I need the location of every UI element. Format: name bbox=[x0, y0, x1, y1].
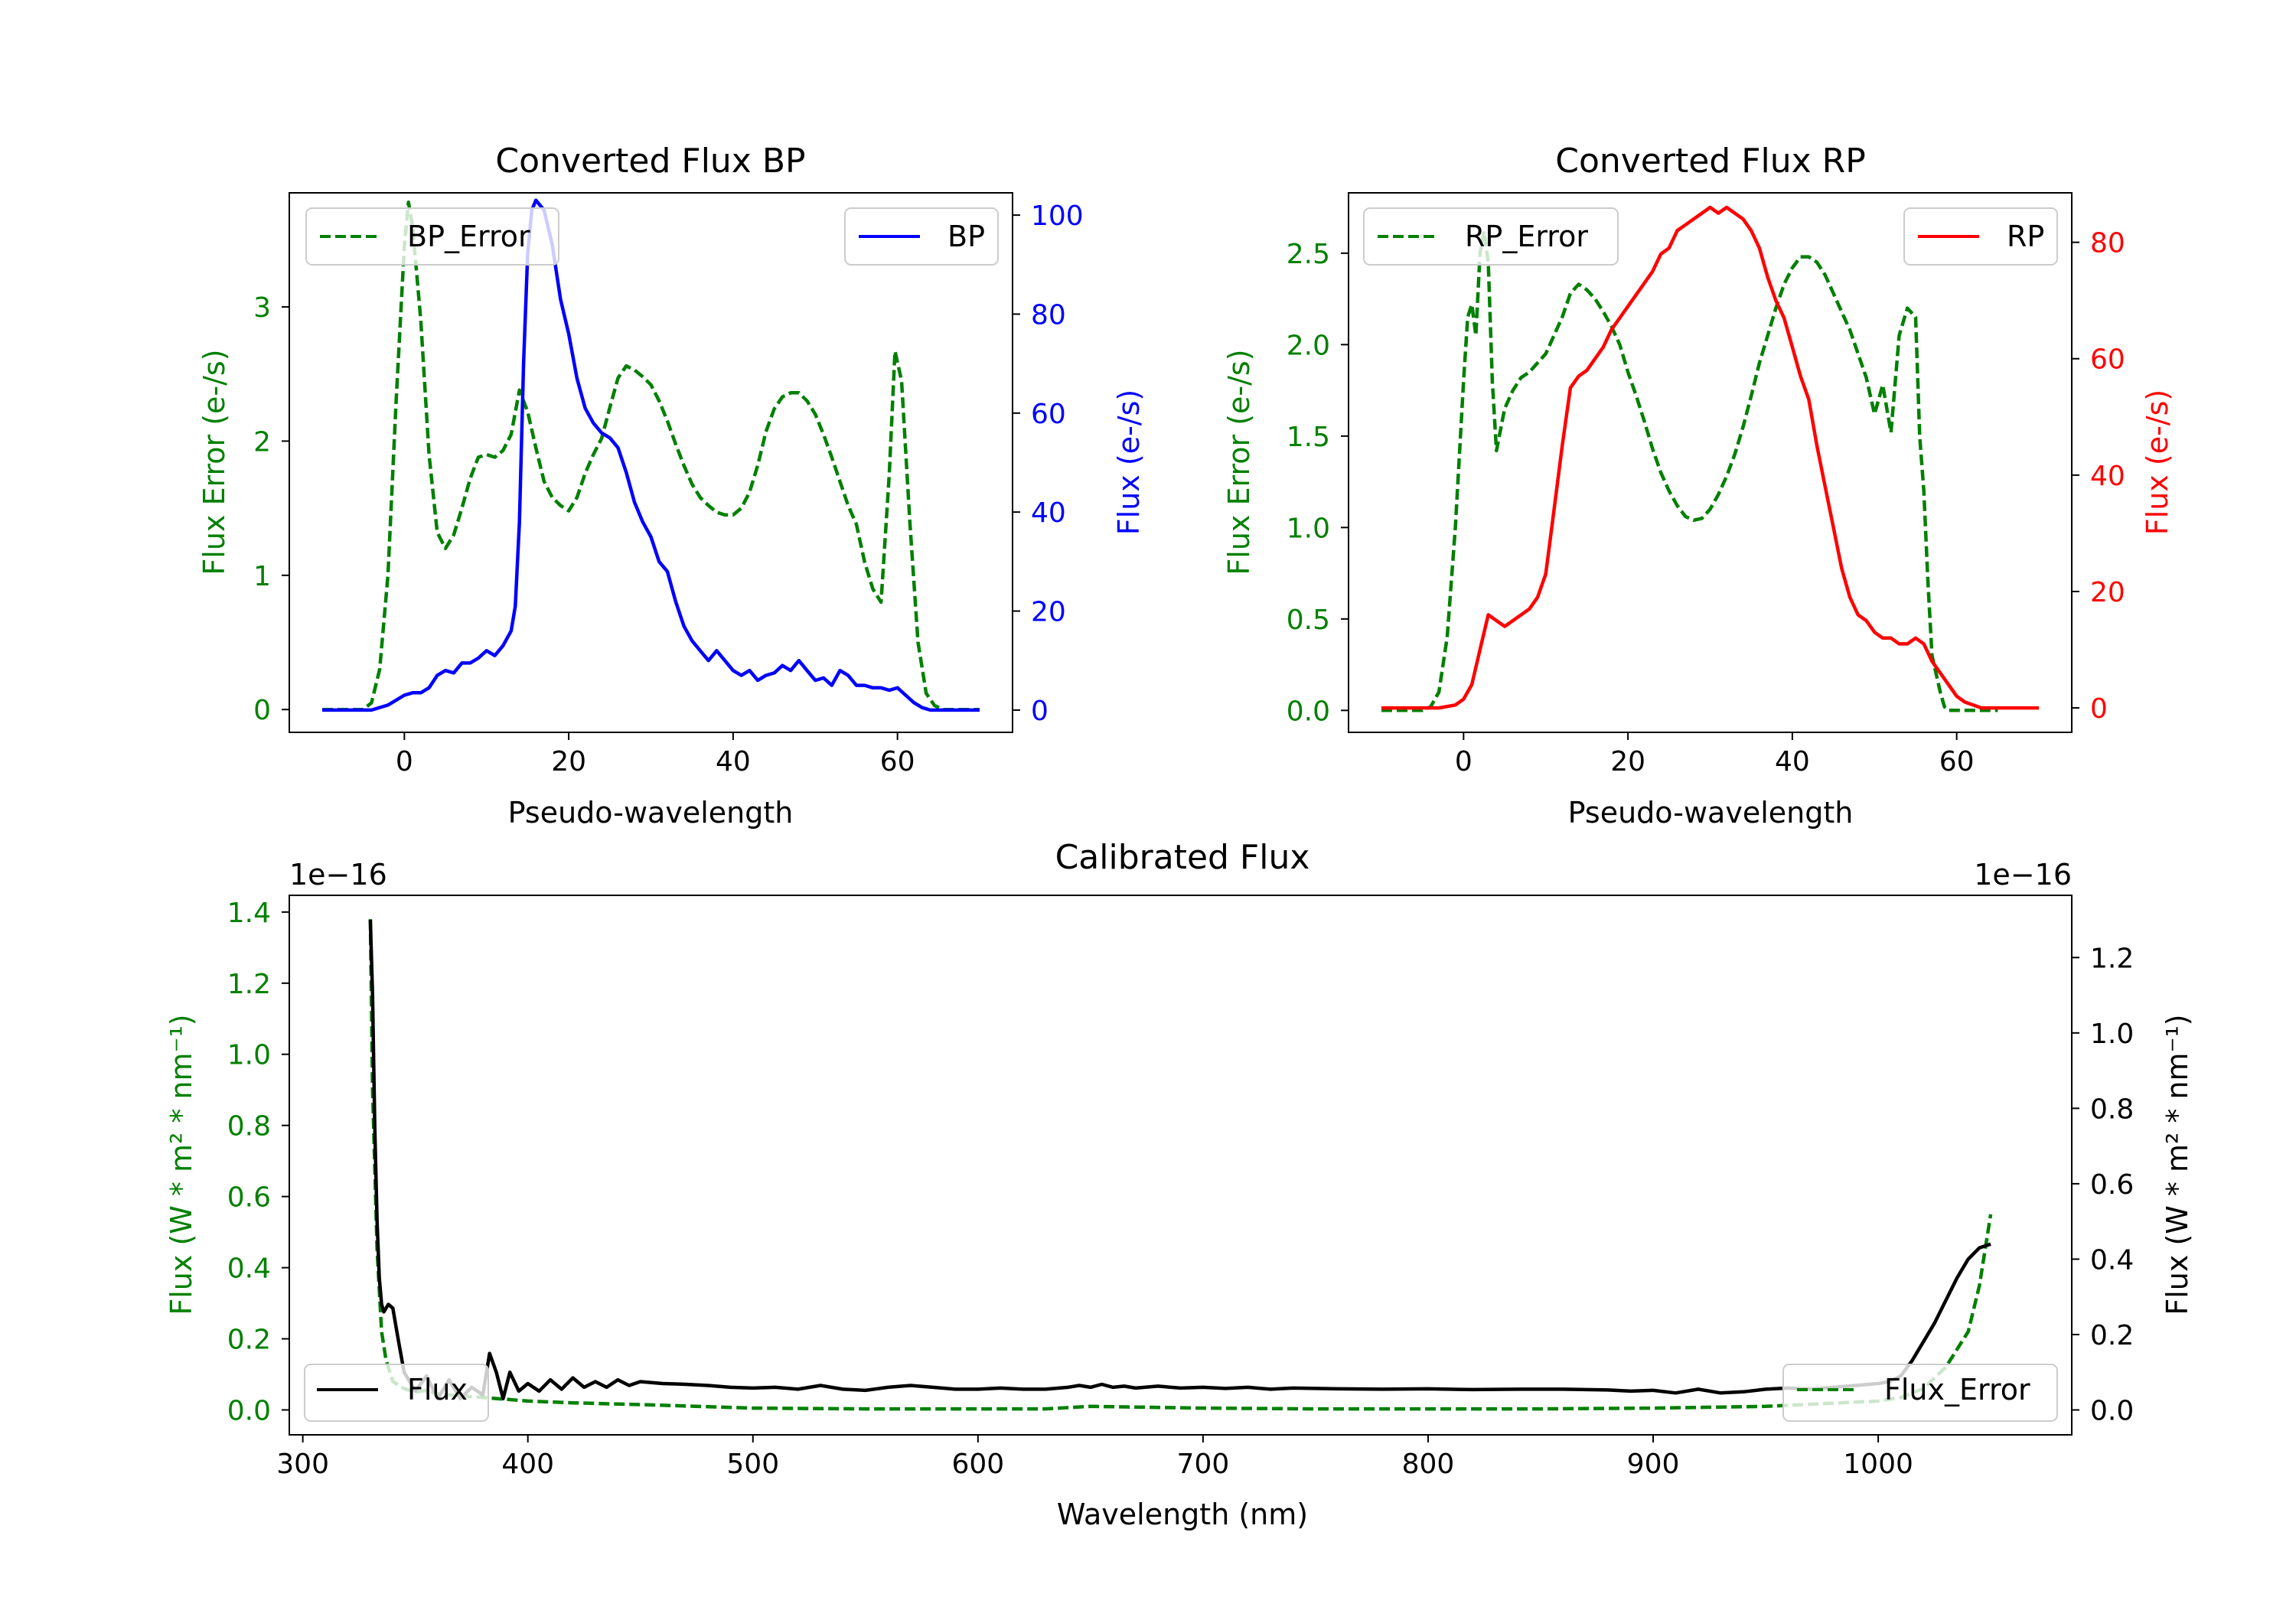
y-right-tick-label: 0 bbox=[1031, 696, 1049, 727]
y-left-tick-label: 1.5 bbox=[1287, 422, 1330, 453]
y-right-tick-label: 20 bbox=[2090, 577, 2125, 608]
chart-calibrated-legend-left: Flux bbox=[304, 1364, 489, 1422]
chart-rp-legend-right: RP bbox=[1903, 207, 2058, 266]
y-right-tick-label: 1.2 bbox=[2090, 943, 2134, 974]
x-tick-label: 20 bbox=[551, 746, 586, 777]
y-left-tick-label: 0 bbox=[253, 695, 271, 726]
y-right-tick-label: 40 bbox=[1031, 497, 1066, 529]
chart-calibrated-xlabel: Wavelength (nm) bbox=[1057, 1498, 1308, 1531]
y-right-tick-label: 0 bbox=[2090, 693, 2108, 725]
chart-rp-xlabel: Pseudo-wavelength bbox=[1568, 796, 1854, 830]
x-tick-label: 500 bbox=[726, 1449, 779, 1480]
legend-box bbox=[844, 207, 999, 266]
chart-rp-ylabel-left: Flux Error (e-/s) bbox=[1222, 349, 1256, 575]
chart-calibrated-ylabel-left: Flux (W * m² * nm⁻¹) bbox=[165, 1014, 198, 1315]
series-line-bp bbox=[322, 198, 980, 712]
y-right-tick-label: 80 bbox=[1031, 299, 1066, 331]
x-tick-label: 1000 bbox=[1843, 1449, 1913, 1480]
chart-rp: Converted Flux RP 0 20 40 60 0.0 0.5 1.0 1.5 2.0… bbox=[1222, 142, 2174, 830]
series-line-bp-error bbox=[322, 200, 980, 712]
legend-label-bp-error: BP_Error bbox=[407, 220, 530, 253]
series-group bbox=[1381, 205, 2039, 712]
legend-label-rp: RP bbox=[2007, 220, 2044, 253]
y-left-tick-label: 1.0 bbox=[1287, 513, 1330, 544]
chart-rp-frame bbox=[1348, 192, 2073, 733]
x-tick-label: 600 bbox=[951, 1449, 1004, 1480]
x-tick-label: 60 bbox=[1939, 746, 1975, 777]
legend-box bbox=[1782, 1364, 2058, 1422]
y-left-tick-label: 1.2 bbox=[227, 969, 271, 1000]
y-left-tick-label: 0.6 bbox=[227, 1182, 271, 1214]
x-tick-label: 800 bbox=[1402, 1449, 1455, 1480]
legend-label-flux: Flux bbox=[407, 1373, 468, 1407]
chart-bp-frame bbox=[289, 192, 1013, 733]
y-left-tick-label: 1.4 bbox=[227, 898, 271, 929]
chart-calibrated-title: Calibrated Flux bbox=[1055, 838, 1310, 877]
y-left-tick-label: 2.0 bbox=[1287, 330, 1330, 361]
y-left-tick-label: 0.0 bbox=[227, 1395, 271, 1426]
legend-box bbox=[1363, 207, 1619, 266]
legend-label-flux-error: Flux_Error bbox=[1884, 1373, 2030, 1407]
y-right-tick-label: 0.8 bbox=[2090, 1094, 2134, 1125]
x-tick-label: 700 bbox=[1177, 1449, 1230, 1480]
chart-calibrated-ylabel-right: Flux (W * m² * nm⁻¹) bbox=[2161, 1014, 2194, 1315]
y-left-tick-label: 2 bbox=[253, 426, 271, 458]
y-right-tick-label: 1.0 bbox=[2090, 1019, 2134, 1050]
chart-rp-legend-left: RP_Error bbox=[1363, 207, 1619, 266]
chart-bp-ylabel-right: Flux (e-/s) bbox=[1112, 390, 1146, 535]
x-tick-label: 40 bbox=[716, 746, 751, 777]
legend-label-bp: BP bbox=[947, 220, 985, 253]
y-right-tick-label: 60 bbox=[2090, 344, 2125, 376]
chart-bp-legend-left: BP_Error bbox=[305, 207, 559, 266]
y-left-tick-label: 1.0 bbox=[227, 1040, 271, 1071]
y-left-tick-label: 0.0 bbox=[1287, 696, 1330, 727]
y-right-tick-label: 0.2 bbox=[2090, 1320, 2134, 1351]
x-tick-label: 20 bbox=[1610, 746, 1645, 777]
series-line-rp bbox=[1381, 205, 2039, 710]
x-tick-label: 300 bbox=[276, 1449, 329, 1480]
legend-box bbox=[305, 207, 559, 266]
chart-bp: Converted Flux BP 0 20 40 60 0 1 2 3 0 20 40 60 80 10… bbox=[197, 142, 1146, 830]
y-right-tick-label: 0.0 bbox=[2090, 1395, 2134, 1426]
chart-calibrated-offset-left: 1e−16 bbox=[289, 858, 387, 892]
y-left-tick-label: 0.2 bbox=[227, 1325, 271, 1356]
x-tick-label: 0 bbox=[396, 746, 413, 777]
series-group bbox=[322, 198, 980, 712]
chart-bp-xlabel: Pseudo-wavelength bbox=[508, 796, 794, 830]
chart-bp-ylabel-left: Flux Error (e-/s) bbox=[197, 349, 231, 575]
legend-box bbox=[1903, 207, 2058, 266]
y-right-tick-label: 60 bbox=[1031, 399, 1066, 430]
legend-label-rp-error: RP_Error bbox=[1465, 220, 1588, 253]
y-right-tick-label: 0.4 bbox=[2090, 1244, 2134, 1276]
y-left-tick-label: 0.8 bbox=[227, 1111, 271, 1143]
y-left-tick-label: 0.4 bbox=[227, 1253, 271, 1285]
y-left-tick-label: 2.5 bbox=[1287, 239, 1330, 270]
chart-calibrated: Calibrated Flux 1e−16 1e−16 300 400 500 600… bbox=[165, 838, 2194, 1531]
y-left-tick-label: 0.5 bbox=[1287, 605, 1330, 636]
y-left-tick-label: 3 bbox=[253, 292, 271, 324]
chart-bp-legend-right: BP bbox=[844, 207, 999, 266]
x-tick-label: 900 bbox=[1627, 1449, 1680, 1480]
chart-calibrated-legend-right: Flux_Error bbox=[1782, 1364, 2058, 1422]
y-left-tick-label: 1 bbox=[253, 561, 271, 592]
x-tick-label: 400 bbox=[501, 1449, 554, 1480]
chart-rp-title: Converted Flux RP bbox=[1555, 142, 1866, 181]
y-right-tick-label: 100 bbox=[1031, 200, 1084, 232]
chart-rp-ylabel-right: Flux (e-/s) bbox=[2141, 390, 2174, 535]
chart-rp-plot: 0 20 40 60 0.0 0.5 1.0 1.5 2.0 2.5 0 20 40 60 80 bbox=[1287, 205, 2125, 777]
chart-calibrated-frame bbox=[289, 895, 2073, 1436]
y-right-tick-label: 20 bbox=[1031, 597, 1066, 628]
chart-calibrated-offset-right: 1e−16 bbox=[1974, 858, 2072, 892]
chart-bp-plot: 0 20 40 60 0 1 2 3 0 20 40 60 80 100 bbox=[253, 198, 1084, 777]
legend-box bbox=[304, 1364, 489, 1422]
x-tick-label: 0 bbox=[1455, 746, 1473, 777]
y-right-tick-label: 40 bbox=[2090, 461, 2125, 492]
x-tick-label: 60 bbox=[880, 746, 915, 777]
series-line-rp-error bbox=[1381, 229, 1998, 712]
chart-bp-title: Converted Flux BP bbox=[495, 142, 805, 181]
y-right-tick-label: 0.6 bbox=[2090, 1169, 2134, 1201]
y-right-tick-label: 80 bbox=[2090, 228, 2125, 259]
x-tick-label: 40 bbox=[1775, 746, 1810, 777]
